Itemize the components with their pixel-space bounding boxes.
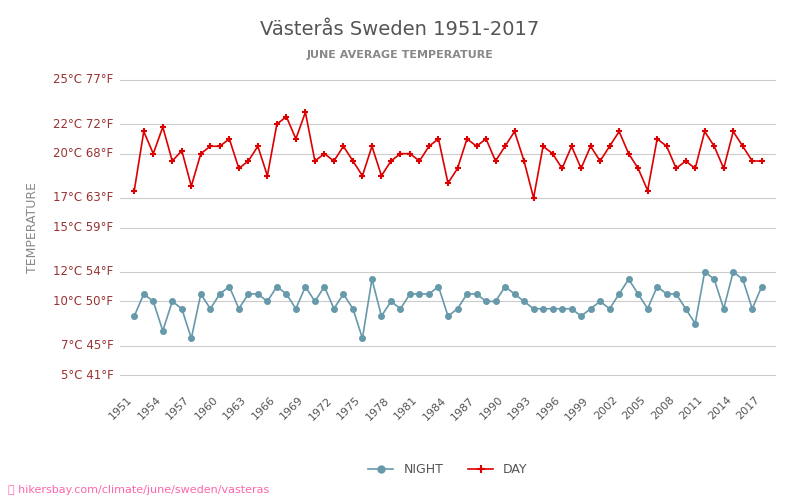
- Legend: NIGHT, DAY: NIGHT, DAY: [363, 458, 533, 481]
- Text: 25°C 77°F: 25°C 77°F: [53, 74, 114, 86]
- Text: 5°C 41°F: 5°C 41°F: [61, 368, 114, 382]
- Text: 15°C 59°F: 15°C 59°F: [54, 221, 114, 234]
- Text: 17°C 63°F: 17°C 63°F: [53, 192, 114, 204]
- Text: Västerås Sweden 1951-2017: Västerås Sweden 1951-2017: [260, 20, 540, 39]
- Text: 10°C 50°F: 10°C 50°F: [54, 295, 114, 308]
- Text: 22°C 72°F: 22°C 72°F: [53, 118, 114, 130]
- Y-axis label: TEMPERATURE: TEMPERATURE: [26, 182, 38, 273]
- Text: 12°C 54°F: 12°C 54°F: [53, 266, 114, 278]
- Text: 20°C 68°F: 20°C 68°F: [54, 147, 114, 160]
- Text: 📍 hikersbay.com/climate/june/sweden/vasteras: 📍 hikersbay.com/climate/june/sweden/vast…: [8, 485, 270, 495]
- Text: JUNE AVERAGE TEMPERATURE: JUNE AVERAGE TEMPERATURE: [306, 50, 494, 60]
- Text: 7°C 45°F: 7°C 45°F: [61, 339, 114, 352]
